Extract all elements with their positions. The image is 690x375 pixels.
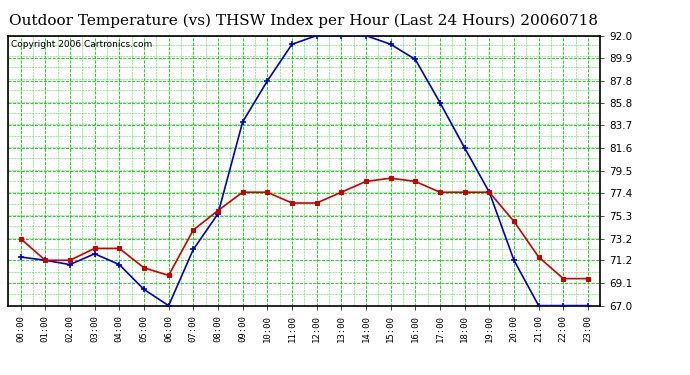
Text: Copyright 2006 Cartronics.com: Copyright 2006 Cartronics.com xyxy=(11,40,152,49)
Text: Outdoor Temperature (vs) THSW Index per Hour (Last 24 Hours) 20060718: Outdoor Temperature (vs) THSW Index per … xyxy=(9,13,598,27)
